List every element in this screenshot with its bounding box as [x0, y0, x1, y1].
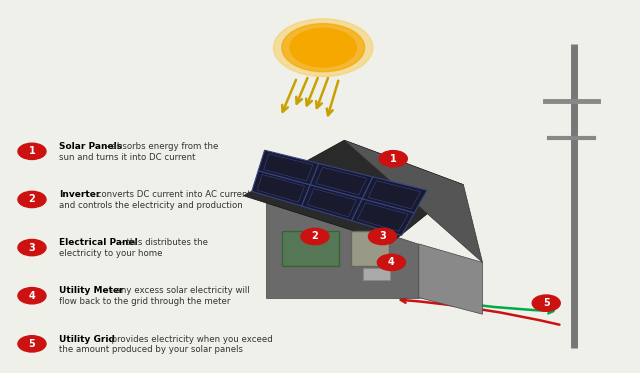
- Polygon shape: [310, 163, 373, 199]
- Text: 5: 5: [29, 339, 35, 349]
- Circle shape: [282, 23, 365, 72]
- Circle shape: [18, 288, 46, 304]
- Polygon shape: [419, 244, 483, 314]
- Circle shape: [532, 295, 560, 311]
- Polygon shape: [266, 194, 419, 298]
- Text: - any excess solar electricity will: - any excess solar electricity will: [107, 286, 250, 295]
- Text: 3: 3: [29, 242, 35, 253]
- Text: 5: 5: [543, 298, 550, 308]
- Text: 1: 1: [29, 146, 35, 156]
- Text: 2: 2: [312, 232, 318, 241]
- Polygon shape: [344, 140, 483, 262]
- Text: - this distributes the: - this distributes the: [118, 238, 208, 247]
- FancyBboxPatch shape: [282, 231, 339, 266]
- Text: and controls the electricity and production: and controls the electricity and product…: [59, 201, 243, 210]
- Text: 3: 3: [379, 232, 386, 241]
- Text: - provides electricity when you exceed: - provides electricity when you exceed: [103, 335, 273, 344]
- Text: Utility Meter: Utility Meter: [59, 286, 124, 295]
- Text: Utility Grid: Utility Grid: [59, 335, 115, 344]
- Text: Electrical Panel: Electrical Panel: [59, 238, 138, 247]
- Polygon shape: [252, 171, 310, 206]
- Text: sun and turns it into DC current: sun and turns it into DC current: [59, 153, 195, 162]
- Circle shape: [273, 19, 373, 76]
- FancyBboxPatch shape: [364, 267, 390, 280]
- Text: 2: 2: [29, 194, 35, 204]
- Polygon shape: [362, 177, 427, 213]
- Polygon shape: [351, 199, 414, 235]
- Polygon shape: [258, 150, 319, 185]
- Circle shape: [18, 239, 46, 256]
- Text: 1: 1: [390, 154, 397, 164]
- Circle shape: [18, 143, 46, 160]
- Text: 4: 4: [388, 257, 395, 267]
- Text: Solar Panels: Solar Panels: [59, 142, 122, 151]
- Circle shape: [18, 191, 46, 208]
- Text: - absorbs energy from the: - absorbs energy from the: [103, 142, 218, 151]
- Polygon shape: [244, 140, 463, 243]
- Circle shape: [378, 254, 405, 270]
- Circle shape: [380, 151, 407, 167]
- Text: electricity to your home: electricity to your home: [59, 249, 162, 258]
- FancyBboxPatch shape: [351, 231, 389, 266]
- Text: Inverter: Inverter: [59, 190, 100, 199]
- Text: 4: 4: [29, 291, 35, 301]
- Circle shape: [290, 28, 356, 67]
- Circle shape: [18, 336, 46, 352]
- Text: the amount produced by your solar panels: the amount produced by your solar panels: [59, 345, 243, 354]
- Text: flow back to the grid through the meter: flow back to the grid through the meter: [59, 297, 230, 306]
- Circle shape: [369, 228, 396, 245]
- Circle shape: [301, 228, 329, 245]
- Text: - converts DC current into AC current: - converts DC current into AC current: [88, 190, 251, 199]
- Polygon shape: [301, 185, 362, 221]
